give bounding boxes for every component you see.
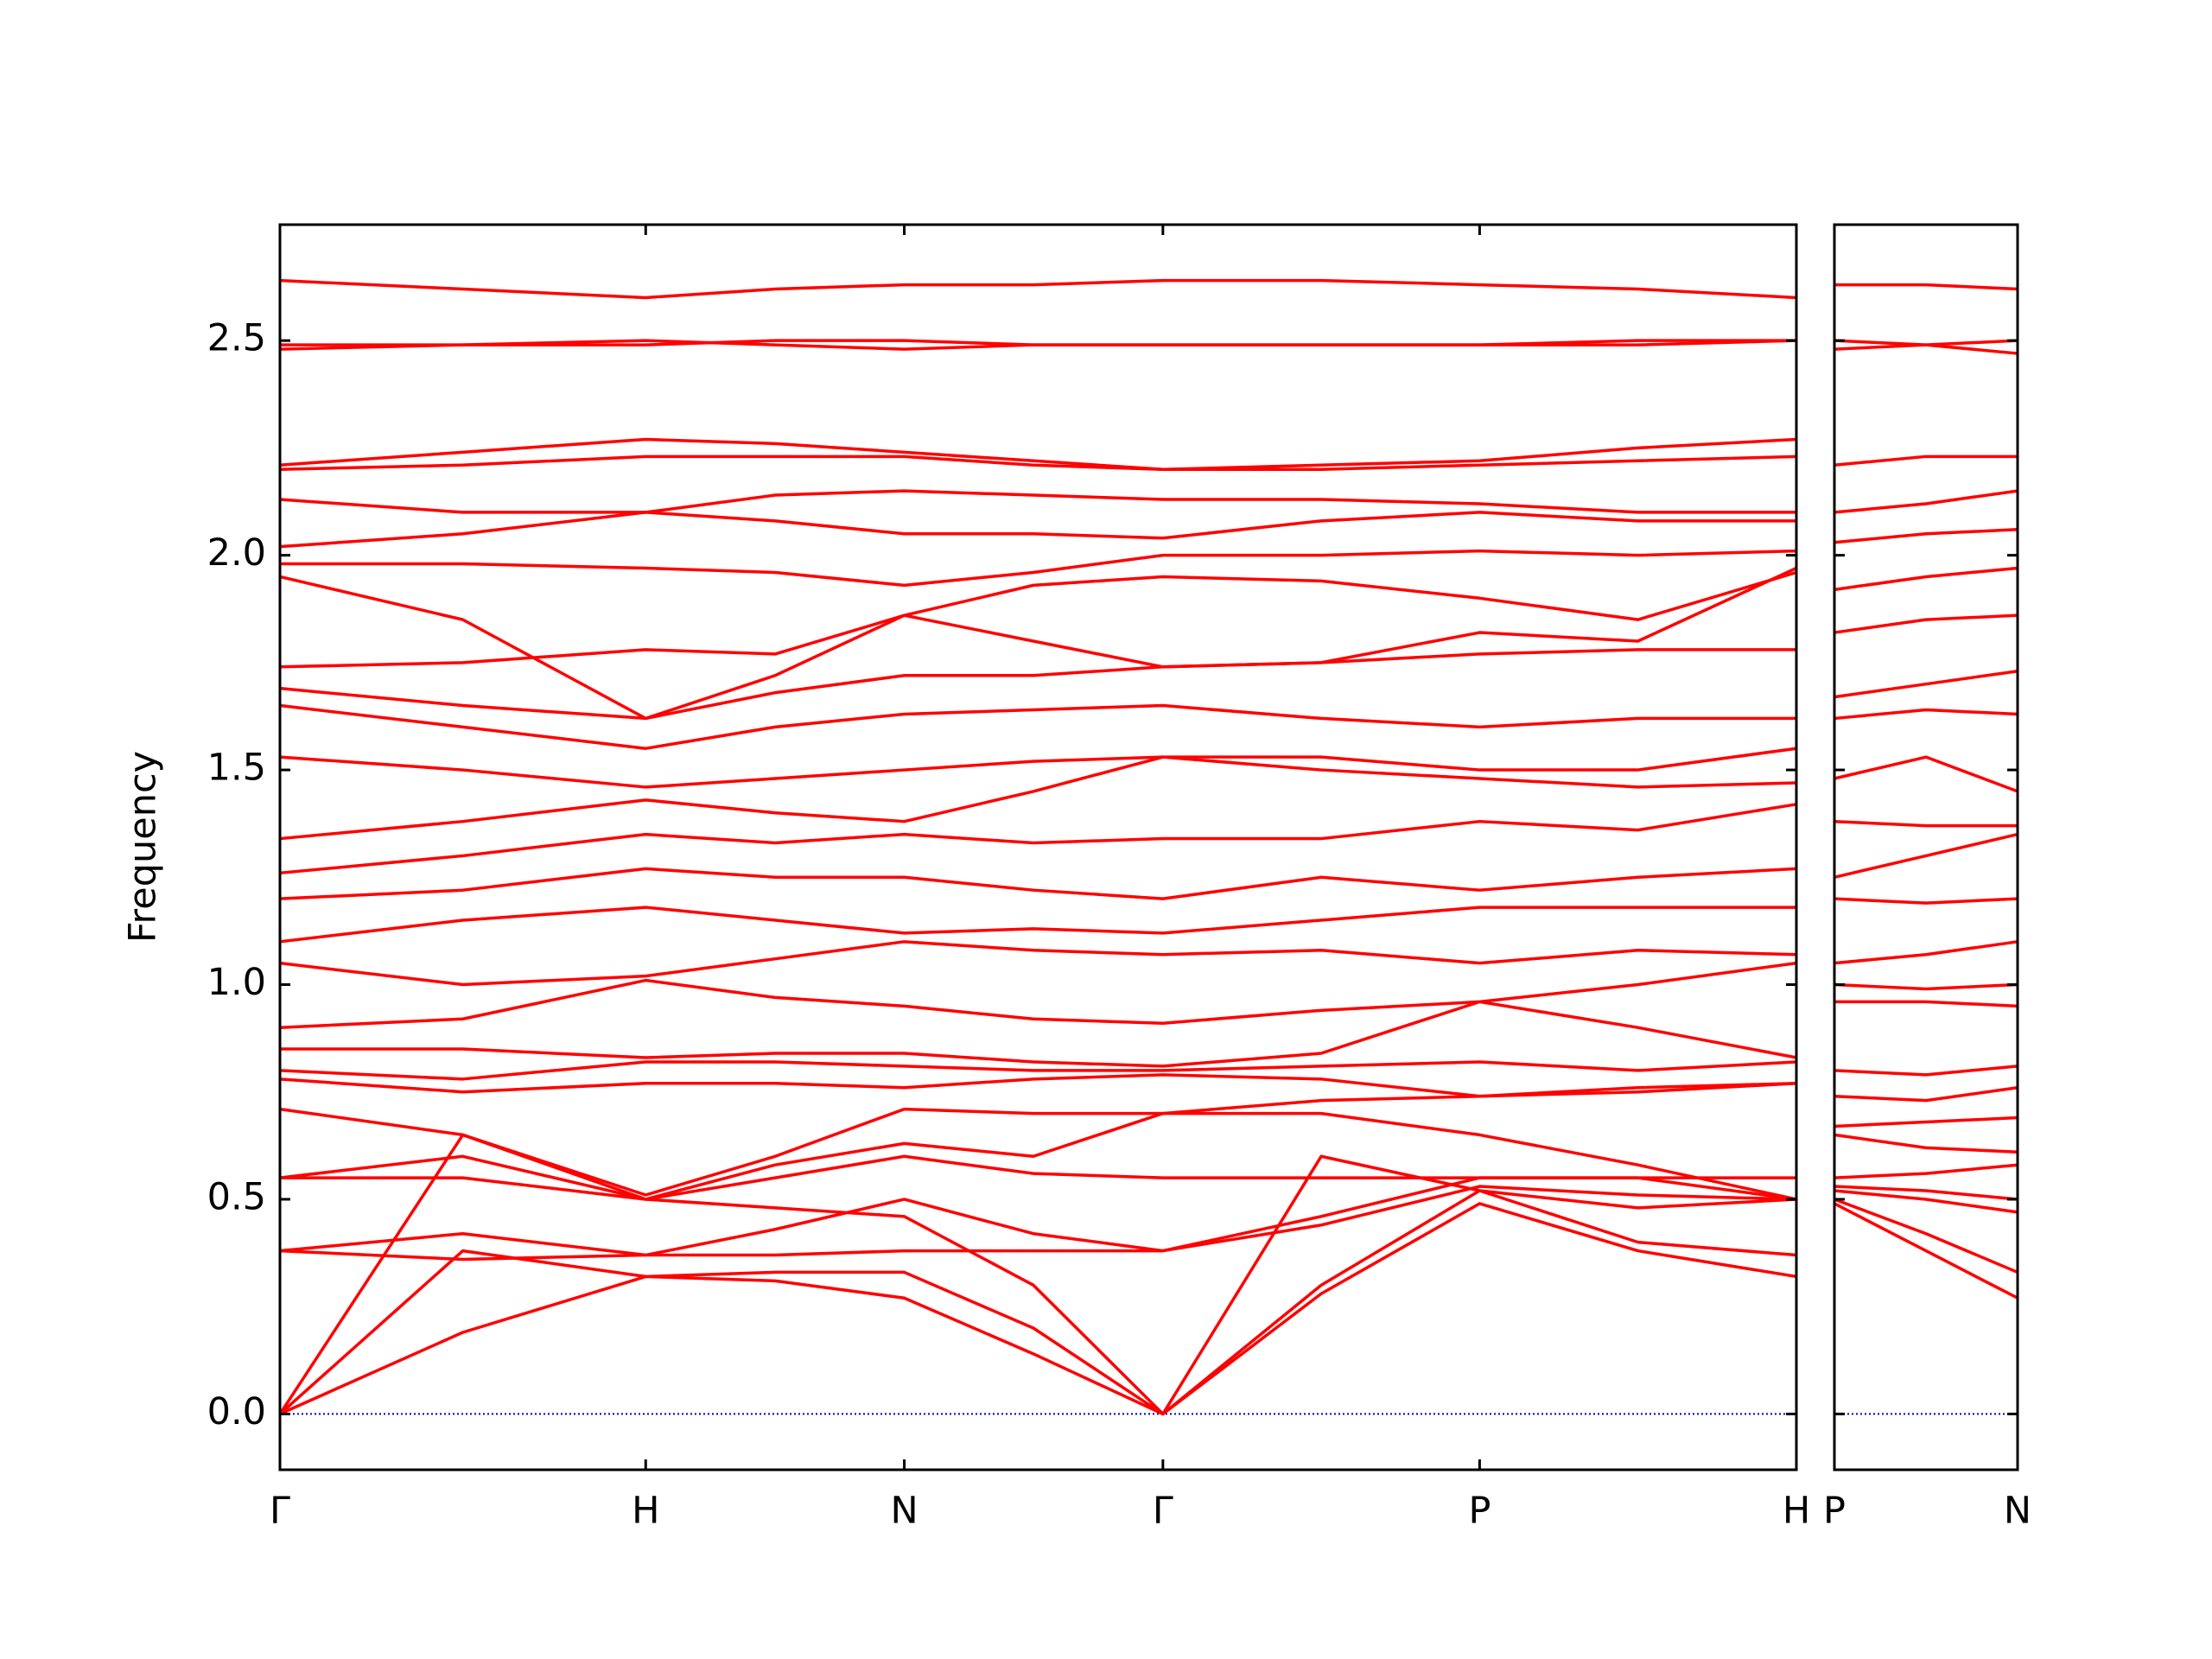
band-line <box>1834 489 2018 514</box>
band-line <box>1834 613 2018 634</box>
band-line <box>1834 819 2018 828</box>
band-line <box>1834 982 2018 991</box>
band-line <box>279 1185 1797 1257</box>
band-line <box>1834 670 2018 699</box>
x-tick-label: N <box>890 1490 918 1533</box>
plot-frame <box>1833 223 2019 1471</box>
band-line <box>1834 940 2018 965</box>
band-line <box>1834 1116 2018 1128</box>
band-line <box>279 570 1797 721</box>
band-line <box>279 1202 1797 1416</box>
band-line <box>280 339 1797 346</box>
band-line <box>1834 339 2018 355</box>
band-line <box>279 454 1797 471</box>
band-line <box>1834 283 2018 291</box>
y-axis-label: Frequency <box>122 751 165 943</box>
y-tick-label: 0.5 <box>207 1175 266 1218</box>
band-line <box>1834 1133 2018 1154</box>
band-line <box>1834 1163 2018 1179</box>
x-tick-label: P <box>1468 1490 1491 1533</box>
y-tick-label: 2.0 <box>207 531 266 575</box>
band-line <box>1834 1185 2018 1201</box>
y-tick-label: 1.0 <box>207 961 266 1004</box>
band-line <box>1834 1065 2018 1077</box>
y-tick-label: 1.5 <box>207 747 266 790</box>
x-tick-label: N <box>2004 1490 2031 1533</box>
x-tick-label: H <box>632 1490 659 1533</box>
band-line <box>279 703 1796 750</box>
band-line <box>279 803 1797 875</box>
band-line <box>279 906 1796 944</box>
band-line <box>1834 708 2018 721</box>
band-line <box>278 1189 1797 1416</box>
band-line <box>1834 1189 2018 1214</box>
x-tick-label: P <box>1823 1490 1846 1533</box>
band-line <box>1834 1086 2018 1103</box>
band-line <box>279 747 1797 789</box>
band-line <box>1834 1000 2018 1008</box>
band-line <box>279 1073 1797 1098</box>
band-line <box>279 961 1797 1029</box>
band-line <box>1834 454 2018 467</box>
band-line <box>279 489 1796 514</box>
band-line <box>1834 528 2018 544</box>
band-line <box>279 511 1796 549</box>
band-line <box>279 1111 1797 1201</box>
x-tick-label: Γ <box>1153 1490 1173 1533</box>
band-line <box>279 1060 1797 1081</box>
band-line <box>1834 897 2018 905</box>
band-line <box>278 1133 1797 1416</box>
y-tick-label: 0.0 <box>207 1390 266 1433</box>
band-line <box>279 940 1797 987</box>
plot-frame <box>278 223 1798 1471</box>
band-line <box>279 867 1797 900</box>
band-line <box>280 1000 1797 1068</box>
band-line <box>1834 566 2018 592</box>
band-line <box>280 1154 1796 1201</box>
band-line <box>279 278 1797 300</box>
band-line <box>1834 755 2018 793</box>
band-line <box>1834 1202 2018 1300</box>
band-line <box>280 549 1797 588</box>
band-line <box>279 437 1797 471</box>
x-tick-label: H <box>1783 1490 1810 1533</box>
band-line <box>1834 1198 2018 1274</box>
band-line <box>279 755 1797 841</box>
band-line <box>279 566 1797 669</box>
x-tick-label: Γ <box>270 1490 290 1533</box>
y-tick-label: 2.5 <box>207 317 266 360</box>
band-line <box>279 648 1796 721</box>
band-line <box>1834 832 2018 879</box>
